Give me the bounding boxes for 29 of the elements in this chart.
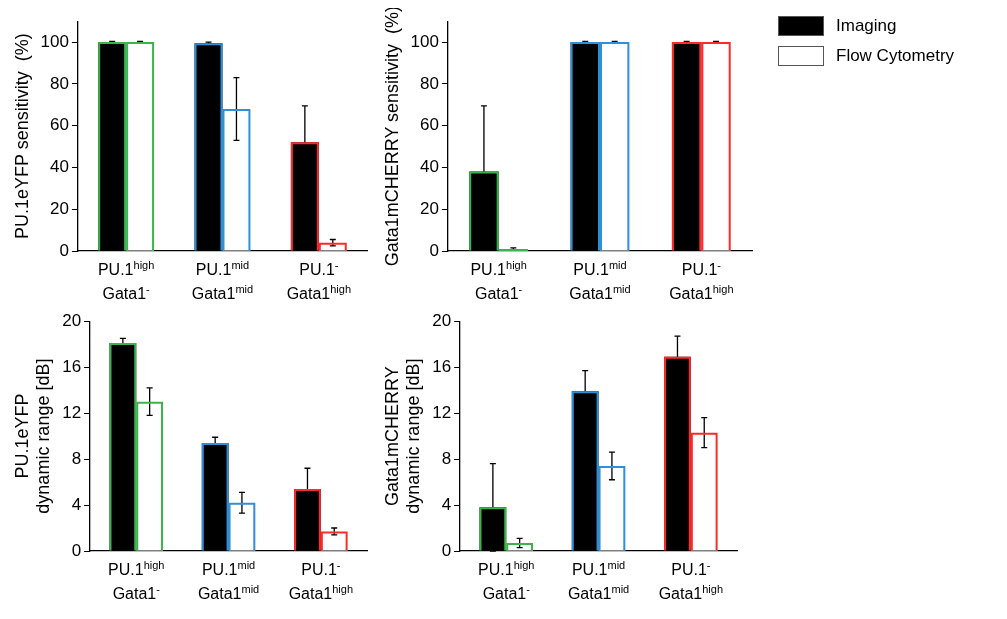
y-tick-label: 40 bbox=[50, 157, 69, 177]
y-axis-title: PU.1eYFP dynamic range [dB] bbox=[11, 358, 54, 514]
y-tick-label: 20 bbox=[50, 198, 69, 218]
y-tick-label: 0 bbox=[59, 240, 69, 260]
y-tick-label: 100 bbox=[40, 31, 69, 51]
y-tick-label: 0 bbox=[441, 540, 452, 560]
y-tick-label: 8 bbox=[71, 448, 82, 468]
y-tick-label: 60 bbox=[50, 115, 69, 135]
y-tick-label: 16 bbox=[432, 356, 452, 376]
y-tick-label: 12 bbox=[62, 402, 82, 422]
y-tick-label: 4 bbox=[71, 494, 82, 514]
legend-label: Imaging bbox=[836, 16, 897, 36]
y-tick-label: 60 bbox=[420, 115, 439, 135]
y-tick-label: 100 bbox=[410, 31, 439, 51]
y-tick-label: 20 bbox=[432, 310, 452, 330]
legend-label: Flow Cytometry bbox=[836, 46, 955, 66]
y-tick-label: 0 bbox=[71, 540, 82, 560]
y-axis-title: Gata1mCHERRY dynamic range [dB] bbox=[381, 358, 424, 514]
y-tick-label: 80 bbox=[50, 73, 69, 93]
y-tick-label: 20 bbox=[420, 198, 439, 218]
y-tick-label: 40 bbox=[420, 157, 439, 177]
y-tick-label: 4 bbox=[441, 494, 452, 514]
y-axis-title: PU.1eYFP sensitivity (%) bbox=[11, 33, 32, 239]
y-tick-label: 8 bbox=[441, 448, 452, 468]
y-tick-label: 12 bbox=[432, 402, 452, 422]
y-tick-label: 16 bbox=[62, 356, 82, 376]
y-tick-label: 80 bbox=[420, 73, 439, 93]
y-tick-label: 0 bbox=[429, 240, 439, 260]
y-tick-label: 20 bbox=[62, 310, 82, 330]
